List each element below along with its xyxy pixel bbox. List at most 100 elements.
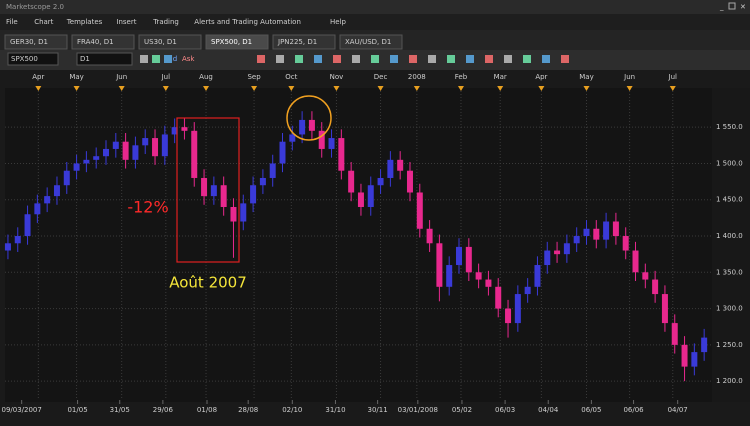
tool-icon[interactable] <box>523 55 531 63</box>
minimize[interactable]: _ <box>719 3 724 11</box>
tool-icon[interactable] <box>371 55 379 63</box>
candle-body <box>152 138 159 157</box>
month-label: 2008 <box>408 73 426 81</box>
tool-icon[interactable] <box>561 55 569 63</box>
x-tick-label: 06/03 <box>495 406 515 414</box>
tab[interactable] <box>272 34 336 50</box>
tool-icon[interactable] <box>295 55 303 63</box>
tab[interactable] <box>4 34 68 50</box>
highlight-box <box>176 117 240 263</box>
candle-body <box>132 145 139 160</box>
x-tick-label: 09/03/2007 <box>1 406 41 414</box>
month-label: Jul <box>668 73 678 81</box>
timeframe-select[interactable] <box>76 52 133 66</box>
month-label: May <box>579 73 593 81</box>
candle-body <box>505 308 512 324</box>
tool-icon[interactable] <box>428 55 436 63</box>
x-tick-label: 31/10 <box>325 406 345 414</box>
candle-body <box>426 228 433 244</box>
x-tick-label: 06/06 <box>623 406 644 414</box>
tool-icon[interactable] <box>504 55 512 63</box>
candle-body <box>642 272 649 280</box>
candle-body <box>397 159 404 171</box>
tool-icon[interactable] <box>390 55 398 63</box>
tool-icon[interactable] <box>152 55 160 63</box>
candle-body <box>416 192 423 229</box>
candle-body <box>142 138 149 146</box>
tab[interactable] <box>138 34 202 50</box>
menu-item[interactable]: Alerts and Trading Automation <box>194 18 301 26</box>
month-label: Jun <box>623 73 635 81</box>
menu-item[interactable]: Insert <box>116 18 136 26</box>
candle-body <box>681 344 688 367</box>
candle-body <box>573 236 580 244</box>
tab[interactable] <box>205 34 269 50</box>
tool-icon[interactable] <box>542 55 550 63</box>
tool-icon[interactable] <box>447 55 455 63</box>
tool-icon[interactable] <box>466 55 474 63</box>
maximize[interactable] <box>728 2 736 10</box>
x-tick-label: 30/11 <box>368 406 388 414</box>
tool-icon[interactable] <box>314 55 322 63</box>
tab-label: US30, D1 <box>144 38 177 46</box>
candle-body <box>456 246 463 266</box>
candle-body <box>14 236 21 244</box>
candle-body <box>191 130 198 178</box>
ask-button[interactable]: Ask <box>182 55 195 63</box>
month-marker <box>583 86 590 91</box>
menu-item[interactable]: File <box>6 18 18 26</box>
tool-icon[interactable] <box>409 55 417 63</box>
candle-body <box>63 170 70 186</box>
tool-icon[interactable] <box>257 55 265 63</box>
candle-body <box>181 127 188 131</box>
candle-body <box>250 185 257 204</box>
tool-icon[interactable] <box>140 55 148 63</box>
tool-icon[interactable] <box>352 55 360 63</box>
candle-body <box>475 272 482 280</box>
tab-label: XAU/USD, D1 <box>345 38 391 46</box>
menu-item[interactable]: Templates <box>66 18 103 26</box>
tool-icon[interactable] <box>164 55 172 63</box>
month-label: Jul <box>161 73 171 81</box>
month-marker <box>162 86 169 91</box>
candle-body <box>230 206 237 222</box>
tab[interactable] <box>339 34 403 50</box>
tool-icon[interactable] <box>276 55 284 63</box>
month-marker <box>377 86 384 91</box>
candle-body <box>612 221 619 237</box>
tool-icon[interactable] <box>485 55 493 63</box>
candle-body <box>652 279 659 295</box>
month-marker <box>35 86 42 91</box>
month-label: Feb <box>455 73 468 81</box>
candle-body <box>593 228 600 240</box>
candle-body <box>93 156 100 160</box>
y-tick-label: 1 200.0 <box>716 377 743 385</box>
month-label: Oct <box>285 73 297 81</box>
menu-item[interactable]: Chart <box>34 18 53 26</box>
period-annotation: Août 2007 <box>169 274 247 292</box>
tool-icon[interactable] <box>333 55 341 63</box>
month-marker <box>73 86 80 91</box>
close[interactable]: ✕ <box>740 3 746 11</box>
symbol-select[interactable] <box>7 52 59 66</box>
month-marker <box>203 86 210 91</box>
menu-item[interactable]: Trading <box>152 18 179 26</box>
x-tick-label: 06/05 <box>581 406 601 414</box>
drop-annotation: -12% <box>127 198 168 217</box>
plot-area <box>5 88 712 402</box>
candle-body <box>73 163 80 171</box>
candle-body <box>495 286 502 309</box>
tab-label: SPX500, D1 <box>211 38 252 46</box>
x-tick-label: 01/05 <box>67 406 87 414</box>
month-marker <box>457 86 464 91</box>
title-bar <box>0 0 750 14</box>
tab[interactable] <box>71 34 135 50</box>
candle-body <box>348 170 355 193</box>
candle-body <box>671 323 678 345</box>
menu-item[interactable]: Help <box>330 18 347 26</box>
x-tick-label: 04/04 <box>538 406 559 414</box>
month-label: Nov <box>330 73 344 81</box>
candle-body <box>534 265 541 287</box>
month-label: Dec <box>374 73 388 81</box>
